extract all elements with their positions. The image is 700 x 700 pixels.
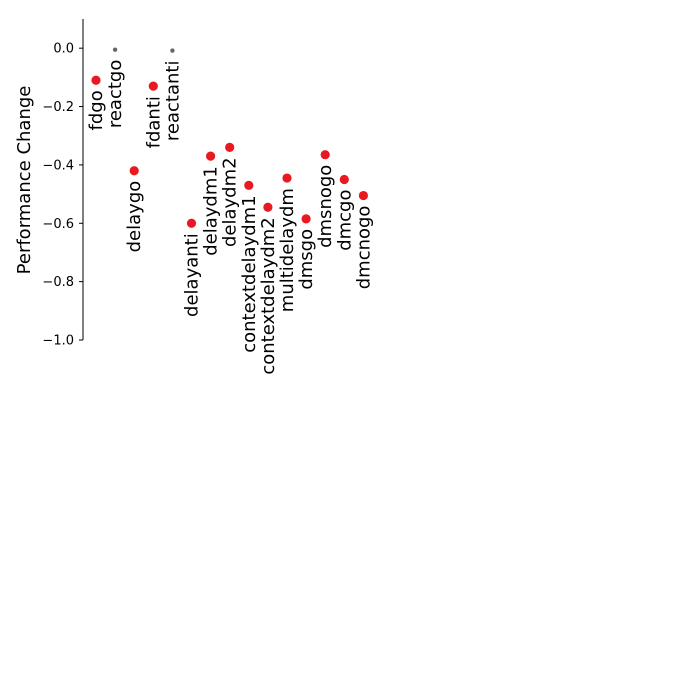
data-point bbox=[244, 180, 254, 190]
y-axis-label: Performance Change bbox=[14, 86, 35, 275]
data-point bbox=[358, 190, 368, 201]
data-point bbox=[112, 47, 118, 52]
y-tick-label: −0.4 bbox=[42, 158, 74, 173]
data-point bbox=[320, 150, 330, 160]
data-point bbox=[206, 151, 216, 161]
category-label: dmcgo bbox=[334, 190, 355, 251]
category-label: delaygo bbox=[124, 181, 145, 253]
data-point bbox=[170, 48, 175, 53]
data-point bbox=[186, 218, 197, 228]
data-point bbox=[339, 174, 349, 185]
category-label: dmcnogo bbox=[353, 206, 374, 290]
data-points bbox=[91, 47, 368, 228]
category-label: delayanti bbox=[182, 233, 203, 317]
category-label: contextdelaydm2 bbox=[258, 217, 279, 374]
y-tick-label: −0.6 bbox=[42, 217, 74, 232]
category-label: fdanti bbox=[143, 96, 164, 148]
category-label: fdgo bbox=[86, 90, 107, 130]
category-label: delaydm2 bbox=[220, 157, 241, 247]
category-label: delaydm1 bbox=[201, 166, 222, 256]
y-tick-label: −0.8 bbox=[42, 275, 74, 290]
y-tick-label: −0.2 bbox=[42, 100, 74, 115]
category-label: reactgo bbox=[105, 60, 126, 129]
data-point bbox=[263, 202, 273, 212]
data-point bbox=[91, 75, 101, 85]
data-point bbox=[129, 166, 139, 176]
category-label: reactanti bbox=[162, 61, 183, 142]
category-label: dmsnogo bbox=[315, 165, 336, 248]
y-tick-label: 0.0 bbox=[53, 42, 74, 57]
category-label: contextdelaydm1 bbox=[239, 195, 260, 352]
data-point bbox=[148, 81, 158, 91]
data-point bbox=[282, 173, 292, 183]
y-ticks: 0.0 −0.2 −0.4 −0.6 −0.8 −1.0 bbox=[42, 42, 83, 349]
category-label: dmsgo bbox=[296, 229, 317, 290]
y-tick-label: −1.0 bbox=[42, 334, 74, 349]
data-point bbox=[301, 214, 311, 224]
category-label: multidelaydm bbox=[277, 188, 298, 312]
data-point bbox=[225, 142, 235, 152]
